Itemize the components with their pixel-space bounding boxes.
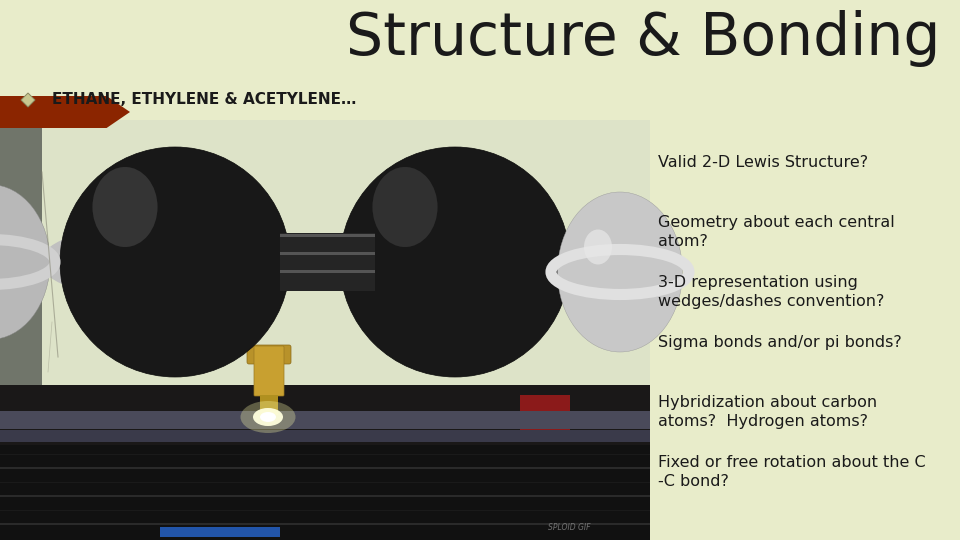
Text: ETHANE, ETHYLENE & ACETYLENE…: ETHANE, ETHYLENE & ACETYLENE… (52, 92, 356, 107)
Text: Geometry about each central
atom?: Geometry about each central atom? (658, 215, 895, 249)
Polygon shape (21, 93, 35, 107)
FancyBboxPatch shape (0, 120, 42, 385)
Point (52, 354, 63, 360)
Point (46, 319, 58, 325)
FancyBboxPatch shape (0, 120, 650, 385)
Ellipse shape (558, 192, 683, 352)
Ellipse shape (92, 167, 157, 247)
FancyBboxPatch shape (0, 430, 650, 442)
FancyBboxPatch shape (0, 510, 650, 511)
FancyBboxPatch shape (520, 395, 570, 440)
FancyBboxPatch shape (0, 454, 650, 455)
FancyBboxPatch shape (0, 439, 650, 441)
Ellipse shape (253, 408, 283, 426)
Point (36, 169, 48, 176)
Text: SPLOID GIF: SPLOID GIF (547, 523, 590, 532)
FancyBboxPatch shape (254, 346, 284, 396)
Text: Hybridization about carbon
atoms?  Hydrogen atoms?: Hybridization about carbon atoms? Hydrog… (658, 395, 877, 429)
Text: Structure & Bonding: Structure & Bonding (346, 10, 940, 67)
FancyBboxPatch shape (0, 467, 650, 469)
Ellipse shape (584, 230, 612, 265)
FancyBboxPatch shape (280, 269, 375, 291)
FancyBboxPatch shape (280, 234, 375, 237)
Ellipse shape (340, 147, 570, 377)
FancyBboxPatch shape (0, 385, 650, 540)
FancyBboxPatch shape (0, 426, 650, 427)
Line: 2 pts: 2 pts (42, 172, 58, 357)
FancyBboxPatch shape (280, 251, 375, 273)
FancyBboxPatch shape (260, 395, 278, 415)
Point (42, 369, 54, 375)
FancyBboxPatch shape (280, 270, 375, 273)
Ellipse shape (372, 167, 438, 247)
FancyBboxPatch shape (0, 495, 650, 497)
FancyBboxPatch shape (280, 233, 375, 255)
FancyBboxPatch shape (0, 523, 650, 525)
Text: Valid 2-D Lewis Structure?: Valid 2-D Lewis Structure? (658, 155, 868, 170)
FancyBboxPatch shape (0, 482, 650, 483)
Ellipse shape (372, 167, 438, 247)
Ellipse shape (60, 147, 290, 377)
FancyBboxPatch shape (247, 345, 291, 364)
Ellipse shape (241, 401, 296, 433)
FancyBboxPatch shape (0, 385, 650, 445)
FancyBboxPatch shape (160, 527, 280, 537)
Ellipse shape (92, 167, 157, 247)
Text: 3-D representation using
wedges/dashes convention?: 3-D representation using wedges/dashes c… (658, 275, 884, 309)
Line: 2 pts: 2 pts (48, 322, 52, 372)
Text: Sigma bonds and/or pi bonds?: Sigma bonds and/or pi bonds? (658, 335, 901, 350)
Text: Fixed or free rotation about the C
-C bond?: Fixed or free rotation about the C -C bo… (658, 455, 925, 489)
Ellipse shape (341, 148, 569, 376)
FancyBboxPatch shape (280, 252, 375, 255)
FancyBboxPatch shape (0, 411, 650, 429)
Polygon shape (0, 96, 130, 128)
Ellipse shape (260, 412, 276, 422)
Ellipse shape (61, 148, 289, 376)
Ellipse shape (0, 185, 50, 340)
